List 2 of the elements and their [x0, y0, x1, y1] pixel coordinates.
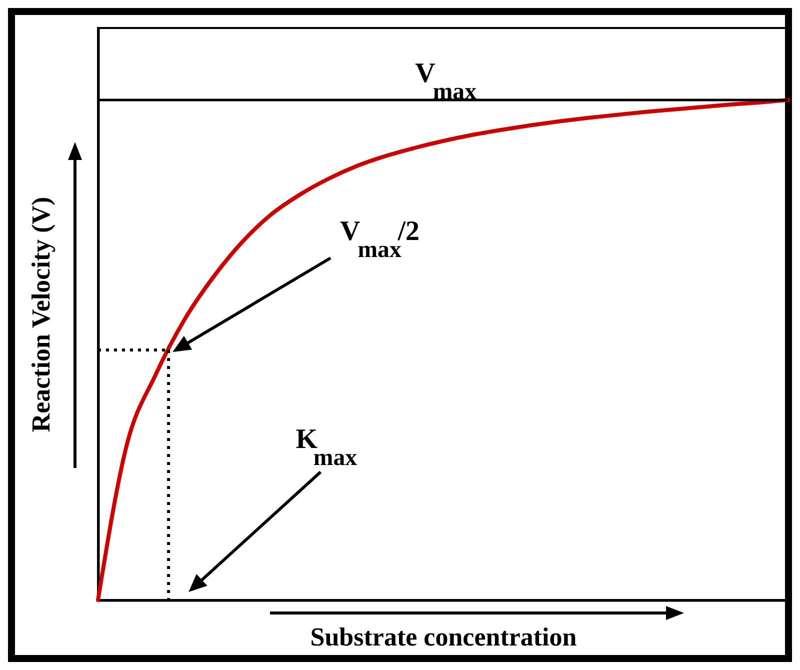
x-axis-title: Substrate concentration [310, 622, 578, 652]
y-axis-title: Reaction Velocity (V) [26, 196, 56, 432]
